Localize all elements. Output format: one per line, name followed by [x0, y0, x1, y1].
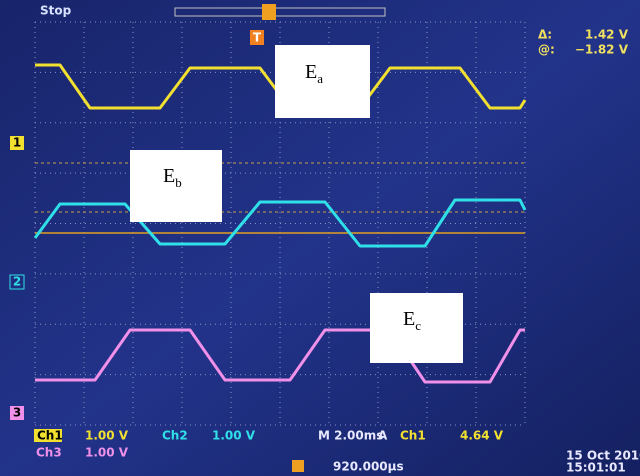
ch3-marker-box [10, 406, 24, 420]
trace-ch3 [35, 328, 525, 384]
ch3-scale: 1.00 V [85, 446, 129, 460]
ch1-marker-box [10, 136, 24, 150]
trigger-position-marker [262, 4, 276, 20]
ch3-name: Ch3 [36, 446, 62, 460]
record-bar [174, 7, 386, 17]
trigger-source: Ch1 [400, 429, 426, 443]
trigger-marker: T [253, 31, 262, 45]
label-ea: Ea [305, 61, 323, 86]
trigger-marker-box [250, 30, 264, 45]
trace-ch2 [33, 198, 527, 248]
ch2-marker-box [9, 274, 25, 290]
ch2-name: Ch2 [162, 429, 188, 443]
date: 15 Oct 2010 [566, 449, 640, 463]
ch3-marker: 3 [13, 406, 21, 420]
label-box [275, 45, 370, 118]
label-box [370, 293, 463, 363]
delta-label: Δ: [538, 28, 552, 42]
delta-value: 1.42 V [585, 28, 629, 42]
label-eb: Eb [163, 165, 182, 190]
ch1-name: Ch1 [37, 429, 63, 443]
at-label: @: [538, 43, 555, 57]
trigger-icon [292, 460, 304, 472]
label-box [130, 150, 222, 222]
at-value: −1.82 V [575, 43, 629, 57]
ch1-marker: 1 [13, 136, 21, 150]
ch1-scale: 1.00 V [85, 429, 129, 443]
label-ec: Ec [403, 308, 421, 333]
time: 15:01:01 [566, 461, 626, 475]
ch2-scale: 1.00 V [212, 429, 256, 443]
ch2-marker: 2 [13, 275, 21, 289]
trigger-mode: A [378, 429, 388, 443]
ch1-box [34, 429, 62, 442]
status: Stop [40, 4, 72, 18]
timebase: M 2.00ms [318, 429, 383, 443]
trigger-level: 4.64 V [460, 429, 504, 443]
trigger-position: 920.000µs [333, 460, 404, 474]
